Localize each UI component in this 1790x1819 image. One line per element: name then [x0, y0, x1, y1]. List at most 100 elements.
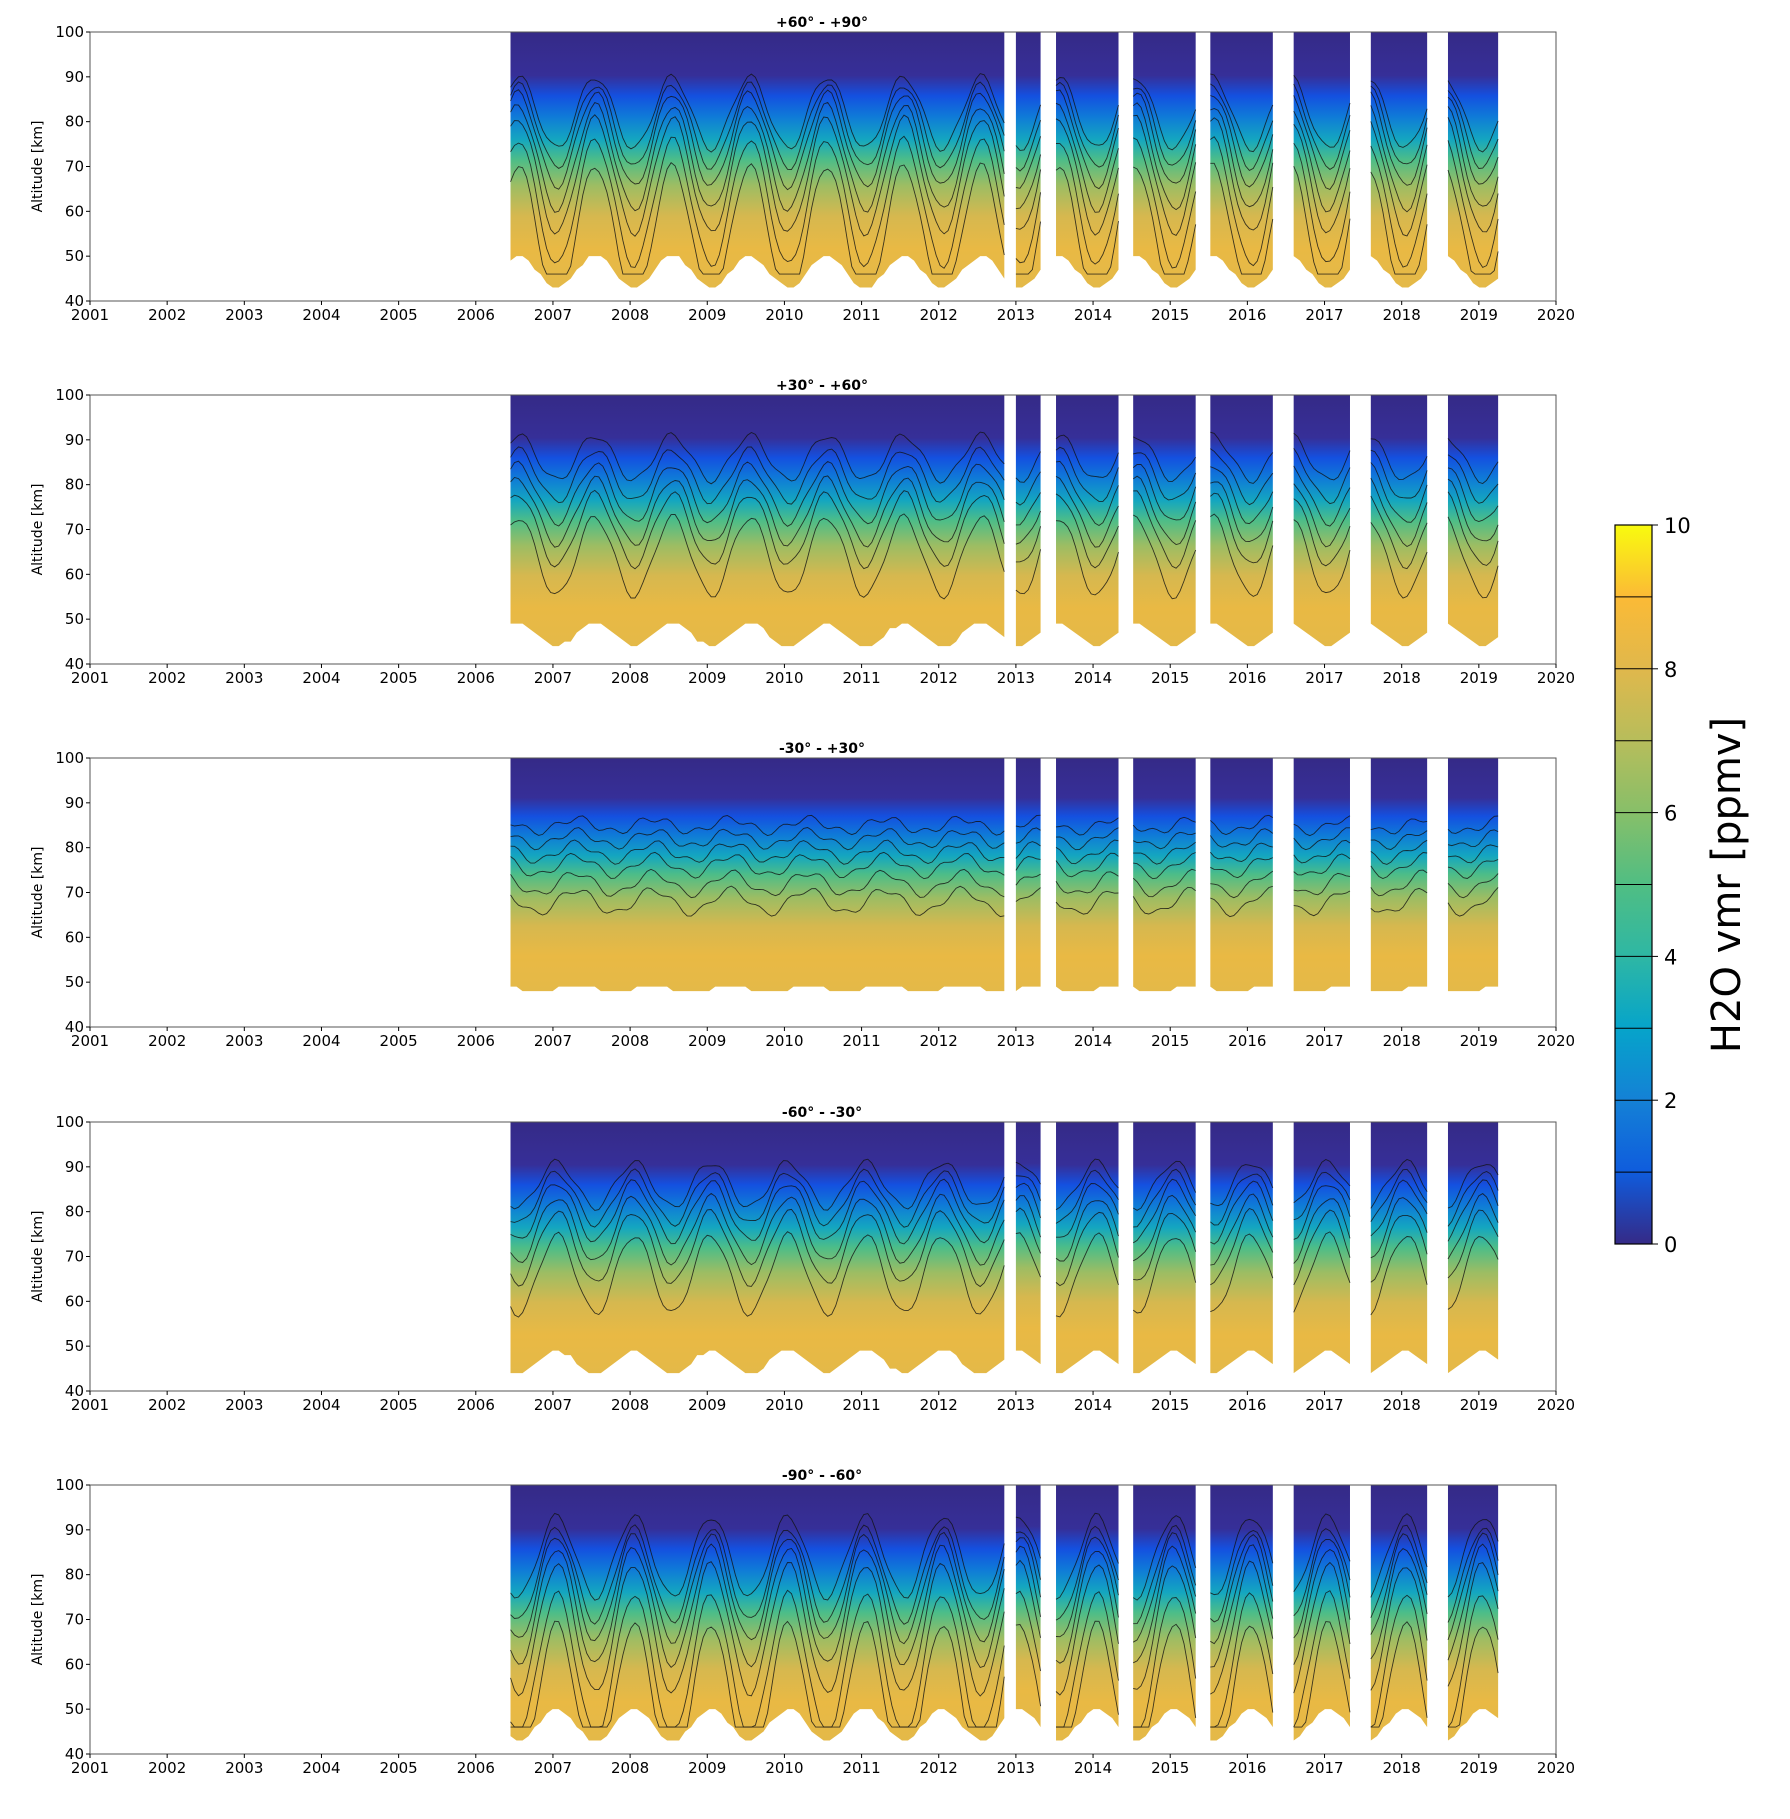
contour-line — [1447, 1562, 1499, 1687]
contour-line — [1132, 166, 1197, 275]
contour-line — [1132, 1160, 1197, 1211]
contour-line — [1370, 522, 1428, 599]
x-tick-label: 2014 — [1074, 306, 1112, 324]
contour-line — [1293, 1561, 1351, 1694]
x-tick-label: 2015 — [1151, 1759, 1189, 1777]
contour-line — [1015, 510, 1042, 545]
contour-line — [1210, 1164, 1274, 1207]
contour-line — [1015, 1545, 1042, 1617]
contour-line — [1015, 451, 1041, 483]
x-tick-label: 2003 — [225, 669, 263, 687]
contour-line — [1055, 434, 1119, 478]
contour-line — [1133, 452, 1197, 501]
contour-line — [1132, 1238, 1197, 1314]
x-tick-label: 2013 — [997, 306, 1035, 324]
contour-line — [1293, 110, 1351, 213]
contour-line — [1015, 192, 1042, 264]
contour-line — [510, 431, 1005, 485]
contour-line — [1055, 460, 1119, 527]
contour-line — [1370, 1594, 1428, 1728]
contour-line — [510, 475, 1005, 548]
x-tick-label: 2007 — [534, 669, 572, 687]
y-tick-label: 70 — [65, 1611, 84, 1629]
contour-line — [1056, 1620, 1119, 1728]
x-tick-label: 2010 — [765, 1759, 803, 1777]
colorbar-tick-label: 2 — [1664, 1089, 1677, 1113]
panel-title: -60° - -30° — [782, 1105, 862, 1121]
contour-line — [1370, 438, 1428, 481]
contour-line — [1055, 77, 1119, 146]
contour-line — [510, 1231, 1005, 1318]
contour-line — [1015, 827, 1041, 844]
contour-line — [510, 114, 1005, 237]
h2o-field-segment — [1293, 32, 1350, 288]
colorbar-tick-label: 4 — [1664, 945, 1677, 969]
contour-line — [1210, 513, 1274, 597]
contour-line — [1370, 80, 1428, 148]
contour-line — [1293, 853, 1351, 876]
contour-line — [510, 89, 1005, 191]
h2o-field-segment — [510, 1122, 1005, 1374]
x-tick-label: 2008 — [611, 669, 649, 687]
x-tick-label: 2015 — [1151, 669, 1189, 687]
x-tick-label: 2002 — [148, 1032, 186, 1050]
contour-line — [1293, 75, 1351, 148]
x-tick-label: 2009 — [688, 1032, 726, 1050]
x-tick-label: 2006 — [457, 669, 495, 687]
contour-line — [1015, 1182, 1042, 1219]
contour-line — [1210, 1193, 1274, 1266]
x-tick-label: 2008 — [611, 1396, 649, 1414]
panel-4: -60° - -30° Altitude [km] 40 50 60 70 80 90 100 2… — [30, 1105, 1575, 1414]
contour-line — [510, 1158, 1005, 1211]
contour-line — [1293, 1158, 1351, 1204]
contour-line — [510, 135, 1005, 269]
y-tick-label: 40 — [65, 1382, 84, 1400]
contour-line — [1055, 1525, 1119, 1621]
contour-line — [1015, 1516, 1042, 1559]
panel-1: +60° - +90° Altitude [km] 40 50 60 70 80 90 100 2… — [30, 15, 1575, 324]
contour-line — [1447, 1527, 1499, 1623]
h2o-field-segment — [1293, 1485, 1350, 1741]
h2o-field-segment — [1133, 395, 1196, 647]
contour-line — [1055, 1169, 1119, 1224]
contour-line — [1370, 449, 1428, 499]
x-tick-label: 2001 — [71, 306, 109, 324]
x-tick-label: 2007 — [534, 1759, 572, 1777]
contour-line — [1447, 106, 1499, 207]
y-tick-label: 80 — [65, 113, 84, 131]
h2o-field-segment — [1293, 758, 1350, 992]
contour-line — [1055, 1512, 1119, 1600]
y-tick-label: 60 — [65, 565, 84, 583]
contour-line — [1447, 169, 1499, 275]
contour-line — [1055, 852, 1119, 878]
x-tick-label: 2020 — [1537, 1759, 1575, 1777]
contour-line — [1447, 90, 1499, 169]
contour-line — [1447, 1193, 1499, 1260]
contour-line — [1293, 95, 1351, 190]
contour-line — [1132, 475, 1197, 545]
contour-line — [1293, 498, 1351, 567]
contour-line — [1293, 166, 1351, 275]
contour-line — [1015, 1559, 1042, 1638]
contour-line — [1447, 467, 1499, 522]
contour-line — [1293, 1198, 1351, 1264]
contour-line — [1293, 872, 1351, 896]
contour-line — [1133, 1168, 1197, 1228]
y-tick-label: 80 — [65, 476, 84, 494]
contour-line — [1132, 1532, 1197, 1643]
x-tick-label: 2001 — [71, 669, 109, 687]
x-tick-label: 2004 — [302, 1396, 340, 1414]
contour-line — [1370, 852, 1428, 879]
contour-line — [1133, 1524, 1197, 1625]
contour-line — [1293, 1590, 1351, 1728]
y-tick-label: 90 — [65, 68, 84, 86]
panel-2: +30° - +60° Altitude [km] 40 50 60 70 80 90 100 2… — [30, 378, 1575, 687]
contour-line — [510, 1208, 1005, 1288]
x-tick-label: 2013 — [997, 1396, 1035, 1414]
contour-line — [1293, 142, 1351, 263]
contour-line — [1370, 887, 1428, 913]
x-tick-label: 2017 — [1305, 306, 1343, 324]
contour-line — [1210, 481, 1274, 542]
contour-line — [1210, 492, 1274, 564]
contour-line — [1447, 1543, 1499, 1661]
